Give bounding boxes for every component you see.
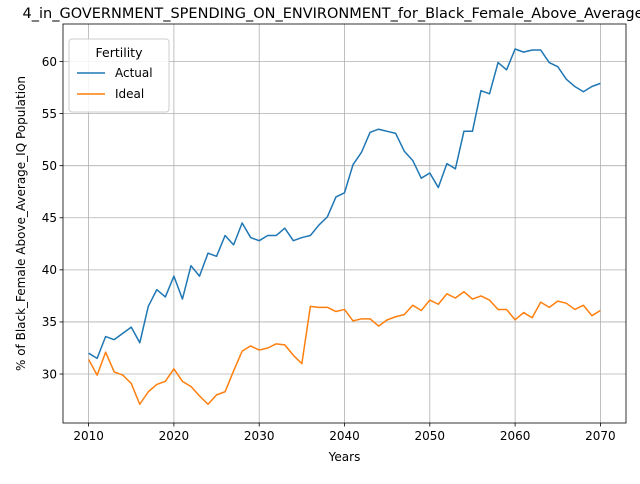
legend-items: Actual Ideal bbox=[77, 66, 153, 101]
x-tick-label: 2070 bbox=[585, 429, 616, 443]
legend-title: Fertility bbox=[96, 45, 144, 60]
y-tick-label: 45 bbox=[42, 211, 57, 225]
y-tick-label: 60 bbox=[42, 55, 57, 69]
y-tick-label: 35 bbox=[42, 315, 57, 329]
x-tick-label: 2050 bbox=[415, 429, 446, 443]
series-line-actual bbox=[88, 48, 601, 360]
legend: Fertility Actual Ideal bbox=[68, 38, 170, 113]
legend-label-actual: Actual bbox=[115, 66, 153, 80]
series-line-ideal bbox=[87, 290, 601, 405]
y-tick-label: 40 bbox=[42, 263, 57, 277]
x-axis-label: Years bbox=[328, 450, 361, 464]
grid bbox=[63, 24, 626, 423]
y-tick-label: 30 bbox=[42, 367, 57, 381]
y-tick-label: 50 bbox=[42, 159, 57, 173]
chart-title: 4_in_GOVERNMENT_SPENDING_ON_ENVIRONMENT_… bbox=[23, 6, 640, 22]
x-tick-label: 2020 bbox=[159, 429, 190, 443]
x-tick-label: 2030 bbox=[244, 429, 275, 443]
y-axis-label: % of Black_Female Above_Average_IQ Popul… bbox=[14, 76, 28, 371]
x-tick-label: 2060 bbox=[500, 429, 531, 443]
axis-ticks: 2010 2020 2030 2040 2050 2060 2070 30 35 40 45 50 55… bbox=[42, 55, 616, 443]
x-tick-label: 2010 bbox=[73, 429, 104, 443]
y-tick-label: 55 bbox=[42, 107, 57, 121]
legend-label-ideal: Ideal bbox=[115, 87, 144, 101]
series-lines bbox=[87, 48, 601, 405]
x-tick-label: 2040 bbox=[329, 429, 360, 443]
